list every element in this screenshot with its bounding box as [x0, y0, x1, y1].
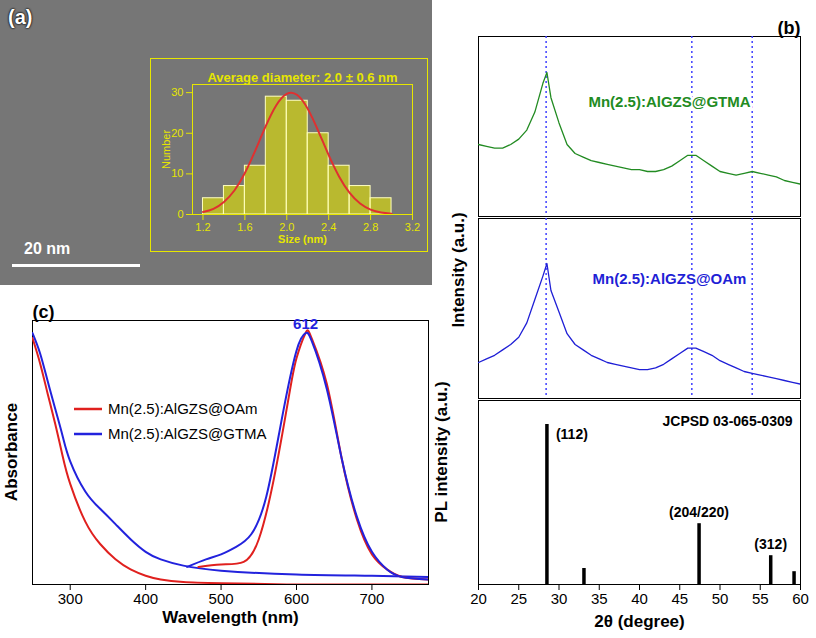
svg-text:1.6: 1.6: [237, 221, 252, 233]
html-text:(a): (a): [8, 6, 33, 28]
svg-text:(112): (112): [556, 426, 588, 442]
svg-text:25: 25: [510, 590, 527, 607]
svg-text:60: 60: [792, 590, 809, 607]
svg-text:2.0: 2.0: [279, 221, 294, 233]
svg-text:20: 20: [470, 590, 487, 607]
svg-text:10: 10: [171, 167, 183, 179]
svg-text:Size (nm): Size (nm): [278, 233, 327, 245]
svg-text:(c): (c): [33, 302, 55, 322]
svg-text:1.2: 1.2: [195, 221, 210, 233]
svg-text:600: 600: [284, 590, 309, 607]
svg-text:40: 40: [631, 590, 648, 607]
svg-text:3.2: 3.2: [405, 221, 420, 233]
svg-text:Number: Number: [160, 130, 172, 169]
svg-text:50: 50: [712, 590, 729, 607]
html-text:20 nm: 20 nm: [24, 240, 71, 257]
svg-text:300: 300: [58, 590, 83, 607]
svg-text:2.8: 2.8: [363, 221, 378, 233]
svg-text:(b): (b): [778, 18, 801, 38]
html-text:Mn(2.5):AlGZS@OAm: Mn(2.5):AlGZS@OAm: [108, 400, 258, 417]
svg-text:500: 500: [209, 590, 234, 607]
svg-text:Mn(2.5):AlGZS@OAm: Mn(2.5):AlGZS@OAm: [593, 270, 747, 287]
svg-text:20: 20: [171, 127, 183, 139]
svg-text:(204/220): (204/220): [669, 504, 729, 520]
svg-text:JCPSD 03-065-0309: JCPSD 03-065-0309: [663, 413, 793, 429]
svg-text:(312): (312): [754, 536, 787, 552]
svg-text:55: 55: [752, 590, 769, 607]
html-text:PL intensity (a.u.): PL intensity (a.u.): [432, 381, 451, 523]
svg-text:Average diameter: 2.0 ± 0.6 nm: Average diameter: 2.0 ± 0.6 nm: [207, 70, 397, 85]
svg-text:2θ (degree): 2θ (degree): [594, 612, 684, 631]
svg-text:0: 0: [177, 208, 183, 220]
svg-text:45: 45: [671, 590, 688, 607]
svg-text:35: 35: [591, 590, 608, 607]
svg-text:Wavelength (nm): Wavelength (nm): [162, 608, 298, 627]
html-text:Intensity (a.u.): Intensity (a.u.): [449, 212, 468, 328]
svg-text:2.4: 2.4: [321, 221, 336, 233]
html-text:Absorbance: Absorbance: [2, 402, 21, 502]
html-text:Mn(2.5):AlGZS@GTMA: Mn(2.5):AlGZS@GTMA: [108, 425, 267, 442]
svg-text:612: 612: [293, 315, 318, 332]
svg-text:30: 30: [171, 86, 183, 98]
svg-text:Mn(2.5):AlGZS@GTMA: Mn(2.5):AlGZS@GTMA: [588, 93, 750, 110]
svg-text:700: 700: [359, 590, 384, 607]
svg-text:30: 30: [551, 590, 568, 607]
svg-text:400: 400: [133, 590, 158, 607]
